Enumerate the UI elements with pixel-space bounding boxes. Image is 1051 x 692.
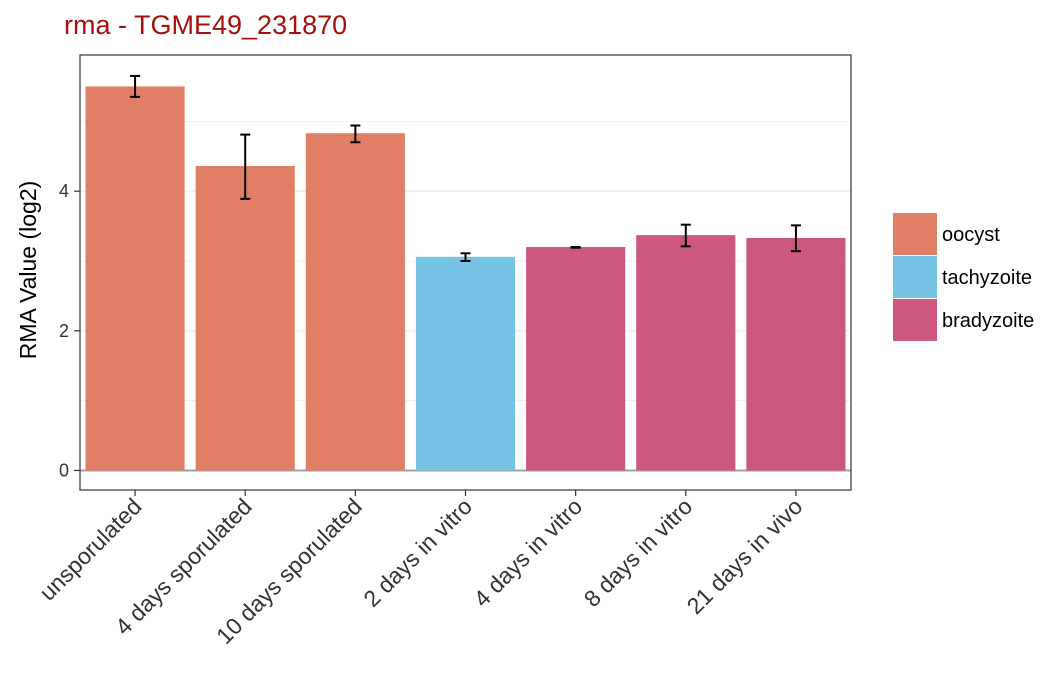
bar	[415, 256, 516, 471]
error-bar	[680, 223, 691, 248]
bar	[526, 247, 626, 471]
y-axis-label: RMA Value (log2)	[15, 181, 41, 360]
error-bar	[240, 133, 251, 200]
legend-label: bradyzoite	[942, 310, 1034, 332]
bar	[85, 86, 185, 471]
y-tick-label: 0	[59, 460, 69, 480]
y-axis: 0 2 4	[59, 181, 80, 480]
chart-title: rma - TGME49_231870	[64, 10, 347, 40]
bar	[195, 166, 295, 471]
error-bar	[570, 246, 581, 249]
legend-key	[893, 213, 937, 255]
y-tick-label: 2	[59, 321, 69, 341]
legend-label: oocyst	[942, 224, 1000, 246]
x-tick-label: 8 days in vitro	[579, 493, 698, 612]
legend-key	[893, 299, 937, 341]
legend-key	[893, 256, 937, 298]
error-bar	[790, 224, 801, 253]
legend: oocyst tachyzoite bradyzoite	[893, 213, 1034, 341]
error-bar	[460, 252, 471, 262]
x-tick-label: 2 days in vitro	[358, 493, 477, 612]
legend-label: tachyzoite	[942, 267, 1032, 289]
bars	[85, 86, 846, 471]
bar	[636, 235, 736, 471]
x-tick-label: unsporulated	[34, 493, 146, 605]
error-bars	[130, 74, 801, 262]
y-tick-label: 4	[59, 181, 69, 201]
error-bar	[130, 74, 141, 98]
error-bar	[350, 124, 361, 144]
x-tick-label: 4 days in vitro	[468, 493, 587, 612]
x-tick-label: 21 days in vivo	[681, 493, 807, 619]
bar	[305, 133, 405, 471]
bar	[746, 237, 846, 471]
